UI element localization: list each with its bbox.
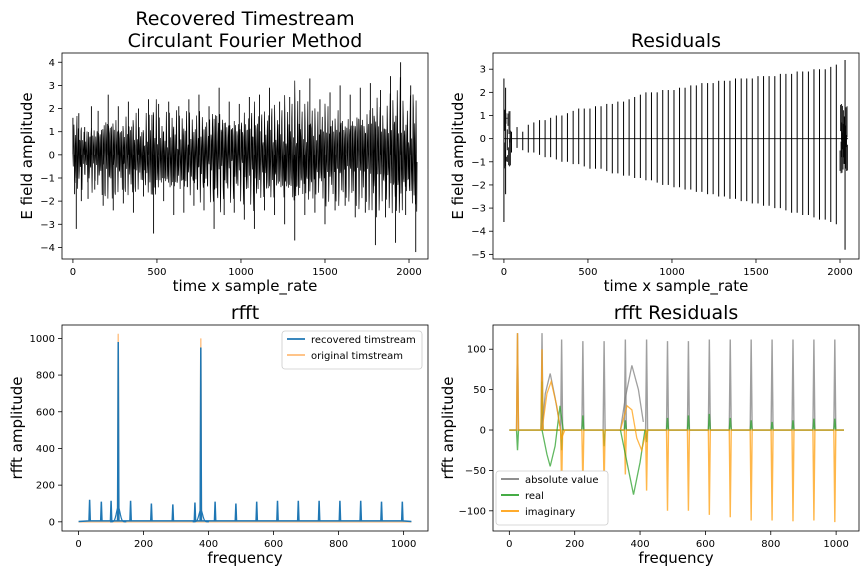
y-tick-label: 50: [473, 385, 486, 396]
chart-title: rfft: [231, 302, 259, 324]
abs-residual-line: [509, 333, 844, 431]
legend-label: recovered timstream: [311, 335, 416, 346]
x-tick-label: 800: [761, 539, 780, 550]
y-tick-label: 2: [49, 104, 55, 115]
legend-label: real: [525, 491, 544, 502]
x-tick-label: 1000: [391, 539, 416, 550]
axes-frame: [492, 324, 860, 532]
y-axis-label: E field amplitude: [449, 92, 467, 219]
y-tick-label: 0: [49, 517, 55, 528]
spectrum-bump: [110, 506, 127, 523]
y-axis-label: rfft amplitude: [8, 377, 26, 480]
subplot-4: 0 200 400 600 800 1000 −100 −50 0 50 100 frequency r…: [439, 302, 860, 567]
x-tick-label: 0: [506, 539, 512, 550]
x-tick-label: 1000: [659, 267, 684, 278]
x-tick-label: 600: [264, 539, 283, 550]
x-tick-label: 1500: [312, 267, 337, 278]
x-tick-label: 600: [696, 539, 715, 550]
timestream-line: [72, 77, 418, 218]
x-tick-label: 400: [631, 539, 650, 550]
x-tick-label: 2000: [396, 267, 421, 278]
legend: absolute value real imaginary: [495, 470, 609, 526]
y-tick-label: 3: [480, 65, 486, 76]
chart-title: rfft Residuals: [614, 302, 739, 324]
legend-box: [495, 470, 609, 526]
y-tick-label: 1: [480, 111, 486, 122]
x-axis-label: time x sample_rate: [173, 277, 318, 296]
y-tick-label: 0: [480, 134, 486, 145]
recovered-spectrum-line: [78, 342, 412, 523]
legend-label: imaginary: [525, 507, 575, 518]
x-axis-label: time x sample_rate: [604, 277, 749, 296]
x-tick-label: 500: [147, 267, 166, 278]
plot-area: [78, 333, 412, 523]
y-tick-label: 1000: [30, 334, 55, 345]
y-tick-label: −2: [471, 180, 486, 191]
chart-title: Recovered Timestream: [135, 8, 354, 30]
y-tick-label: 4: [49, 58, 55, 69]
chart-title: Residuals: [631, 30, 721, 52]
y-tick-label: −3: [40, 220, 55, 231]
x-tick-label: 0: [501, 267, 507, 278]
y-tick-label: 3: [49, 81, 55, 92]
axes-frame: [61, 52, 429, 260]
y-tick-label: −100: [459, 506, 486, 517]
subplot-3: 0 200 400 600 800 1000 0 200 400 600 800 1000 freque…: [8, 302, 429, 567]
y-axis-label: E field amplitude: [18, 92, 36, 219]
x-tick-label: 1000: [823, 539, 848, 550]
plot-area: [72, 62, 418, 253]
residual-bump: [541, 405, 564, 467]
residual-bump: [619, 404, 648, 453]
residual-bump: [541, 379, 566, 441]
legend: recovered timstream original timstream: [281, 330, 423, 370]
y-tick-label: −4: [40, 243, 55, 254]
x-tick-label: 1500: [743, 267, 768, 278]
y-tick-label: 600: [36, 407, 55, 418]
y-tick-label: 0: [49, 150, 55, 161]
axes-frame: [61, 324, 429, 532]
subplot-1: 0 500 1000 1500 2000 −4 −3 −2 −1 0 1 2 3 4 time x samp…: [18, 8, 429, 296]
spectrum-bump: [192, 509, 209, 523]
legend-box: [281, 330, 423, 370]
plot-area: [503, 59, 849, 250]
y-tick-label: −50: [465, 466, 486, 477]
y-tick-label: −2: [40, 197, 55, 208]
x-axis-label: frequency: [207, 549, 282, 567]
y-tick-label: 400: [36, 444, 55, 455]
x-axis-label: frequency: [638, 549, 713, 567]
y-tick-label: −3: [471, 204, 486, 215]
x-tick-label: 400: [199, 539, 218, 550]
y-tick-label: −5: [471, 250, 486, 261]
y-tick-label: 0: [480, 426, 486, 437]
x-tick-label: 800: [329, 539, 348, 550]
axes-frame: [492, 52, 860, 260]
x-tick-label: 500: [578, 267, 597, 278]
y-tick-label: 100: [467, 345, 486, 356]
y-tick-label: 1: [49, 127, 55, 138]
y-tick-label: −1: [40, 173, 55, 184]
x-tick-label: 2000: [827, 267, 852, 278]
y-tick-label: 2: [480, 88, 486, 99]
y-tick-label: −4: [471, 227, 486, 238]
legend-label: original timstream: [311, 351, 403, 362]
x-tick-label: 200: [565, 539, 584, 550]
subplot-2: 0 500 1000 1500 2000 −5 −4 −3 −2 −1 0 1 2 3 time x sam…: [449, 30, 860, 296]
x-tick-label: 1000: [228, 267, 253, 278]
y-axis-label: rfft amplitude: [439, 377, 457, 480]
legend-label: absolute value: [525, 475, 599, 486]
y-tick-label: 200: [36, 481, 55, 492]
chart-title: Circulant Fourier Method: [128, 30, 363, 52]
y-tick-label: 800: [36, 371, 55, 382]
x-tick-label: 200: [134, 539, 153, 550]
x-tick-label: 0: [70, 267, 76, 278]
residual-bump: [619, 365, 644, 431]
x-tick-label: 0: [75, 539, 81, 550]
y-tick-label: −1: [471, 157, 486, 168]
